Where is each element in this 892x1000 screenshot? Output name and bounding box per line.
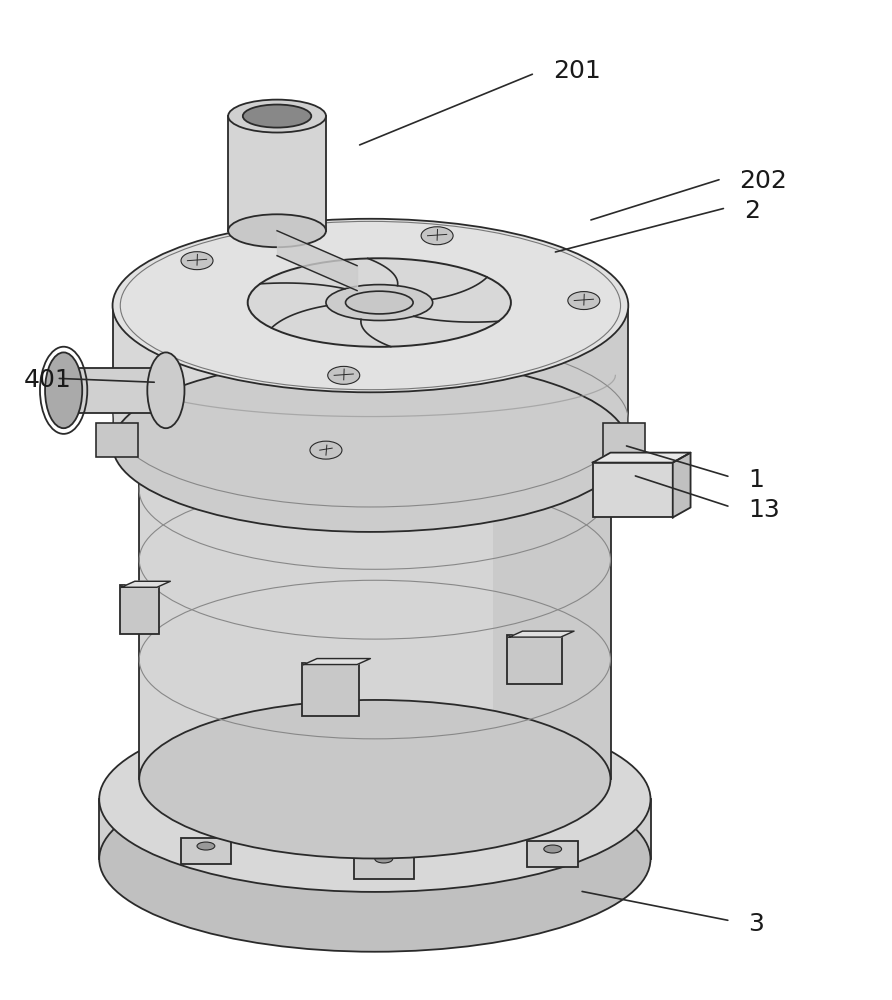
Bar: [63, 368, 166, 413]
FancyBboxPatch shape: [302, 663, 359, 716]
FancyBboxPatch shape: [602, 423, 645, 457]
FancyBboxPatch shape: [180, 838, 231, 864]
Polygon shape: [303, 659, 370, 665]
FancyBboxPatch shape: [527, 841, 578, 867]
Text: 201: 201: [553, 59, 600, 83]
Ellipse shape: [45, 352, 82, 428]
Text: 13: 13: [748, 498, 780, 522]
Ellipse shape: [197, 842, 215, 850]
Ellipse shape: [310, 441, 342, 459]
Text: 3: 3: [748, 912, 764, 936]
Ellipse shape: [544, 845, 562, 853]
Bar: [492, 440, 610, 779]
FancyBboxPatch shape: [95, 423, 138, 457]
FancyBboxPatch shape: [592, 463, 673, 517]
Ellipse shape: [375, 855, 392, 863]
Ellipse shape: [112, 358, 628, 532]
Ellipse shape: [248, 258, 511, 347]
Ellipse shape: [99, 766, 650, 952]
Bar: [228, 116, 326, 231]
Ellipse shape: [112, 219, 628, 392]
Bar: [474, 306, 628, 445]
Bar: [112, 306, 628, 445]
FancyBboxPatch shape: [120, 585, 159, 634]
Polygon shape: [509, 631, 574, 637]
Bar: [99, 799, 650, 859]
Ellipse shape: [147, 352, 185, 428]
Ellipse shape: [99, 706, 650, 892]
Ellipse shape: [326, 285, 433, 321]
Text: 2: 2: [744, 199, 760, 223]
Ellipse shape: [421, 227, 453, 245]
Text: 401: 401: [23, 368, 71, 392]
Ellipse shape: [345, 291, 413, 314]
Ellipse shape: [228, 214, 326, 247]
Ellipse shape: [181, 252, 213, 270]
Text: 202: 202: [739, 169, 788, 193]
FancyBboxPatch shape: [354, 849, 414, 879]
Ellipse shape: [243, 105, 311, 128]
FancyBboxPatch shape: [508, 635, 563, 684]
Polygon shape: [673, 453, 690, 517]
Text: 1: 1: [748, 468, 764, 492]
Ellipse shape: [228, 100, 326, 133]
Ellipse shape: [568, 292, 599, 310]
Bar: [139, 440, 610, 779]
Polygon shape: [592, 453, 690, 463]
Ellipse shape: [139, 361, 610, 519]
Ellipse shape: [327, 366, 359, 384]
Ellipse shape: [139, 700, 610, 859]
Polygon shape: [121, 581, 170, 587]
